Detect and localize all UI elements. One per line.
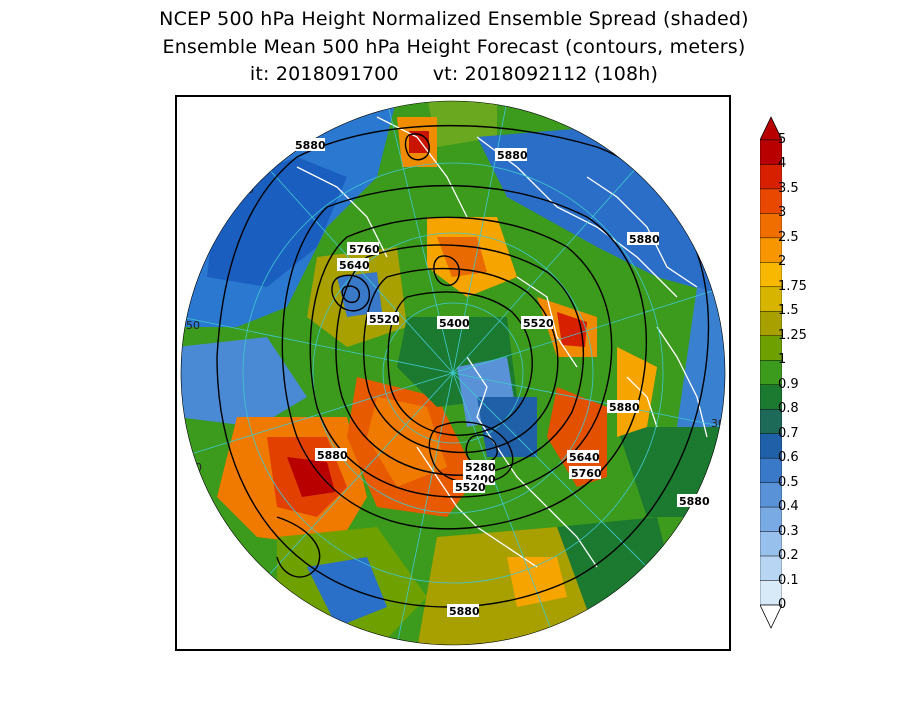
colorbar-label: 1.25	[778, 327, 807, 343]
contour-label: 5520	[369, 313, 400, 326]
contour-label: 5880	[609, 401, 640, 414]
contour-label: 5400	[439, 317, 470, 330]
lon-label: 90	[549, 635, 563, 648]
colorbar-label: 2	[778, 254, 787, 270]
contour-label: 5760	[571, 467, 602, 480]
valid-time: vt: 2018092112 (108h)	[432, 63, 659, 85]
colorbar-label: 1	[778, 352, 787, 368]
contour-label: 5280	[465, 461, 496, 474]
colorbar-label: 3	[778, 205, 787, 221]
coastlines	[296, 116, 708, 568]
contour-label: 5880	[629, 233, 660, 246]
height-contours	[216, 124, 710, 608]
lon-label: 180	[181, 461, 202, 474]
init-time: it: 2018091700	[249, 63, 399, 85]
colorbar-label: 0.7	[778, 425, 799, 441]
colorbar-label: 0.2	[778, 548, 799, 564]
colorbar-bottom-cap	[760, 604, 782, 629]
contour-label: 5520	[523, 317, 554, 330]
lon-label: 150	[265, 591, 286, 604]
lon-label: 150	[179, 319, 200, 332]
contour-label: 5760	[349, 243, 380, 256]
contour-label: 5520	[455, 481, 486, 494]
colorbar-label: 4	[778, 156, 787, 172]
colorbar-label: 0	[778, 597, 787, 612]
colorbar-label: 1.75	[778, 278, 807, 294]
contour-label: 5640	[569, 451, 600, 464]
contour-label: 5880	[497, 149, 528, 162]
contour-label: 5880	[317, 449, 348, 462]
lon-label: 120	[233, 183, 254, 196]
lon-label: 90	[349, 101, 363, 114]
lon-label: 60	[663, 553, 677, 566]
contour-labels: 5880 5880 5880 5760 5640 5520 5400 5520 …	[293, 138, 710, 618]
title-line-2: Ensemble Mean 500 hPa Height Forecast (c…	[162, 36, 746, 58]
map-disk-edge	[180, 100, 726, 646]
colorbar-label: 0.5	[778, 474, 799, 490]
contour-label: 5640	[339, 259, 370, 272]
map-svg: 60 30 0 30 60 90 120 150 180 150 120 90 …	[179, 97, 726, 648]
title-line-1: NCEP 500 hPa Height Normalized Ensemble …	[159, 8, 749, 30]
colorbar-label: 0.9	[778, 376, 799, 392]
lon-label: 30	[629, 151, 643, 164]
contour-label: 5880	[449, 605, 480, 618]
contour-label: 5880	[679, 495, 710, 508]
colorbar-label: 0.1	[778, 572, 799, 588]
colorbar-label: 0.6	[778, 450, 799, 466]
lon-label: 0	[715, 271, 722, 284]
colorbar-label: 2.5	[778, 229, 799, 245]
lon-label: 30	[711, 417, 725, 430]
colorbar-label: 0.4	[778, 499, 799, 515]
title-line-3: it: 2018091700 vt: 2018092112 (108h)	[0, 63, 908, 85]
colorbar-label: 3.5	[778, 180, 799, 196]
lon-label: 60	[499, 97, 513, 104]
color-scale-bar	[760, 116, 782, 629]
colorbar-label: 5	[778, 132, 787, 147]
colorbar-label: 0.8	[778, 401, 799, 417]
polar-map: 60 30 0 30 60 90 120 150 180 150 120 90 …	[175, 95, 731, 651]
colorbar-label: 0.3	[778, 523, 799, 539]
colorbar-label: 1.5	[778, 303, 799, 319]
contour-label: 5880	[295, 139, 326, 152]
